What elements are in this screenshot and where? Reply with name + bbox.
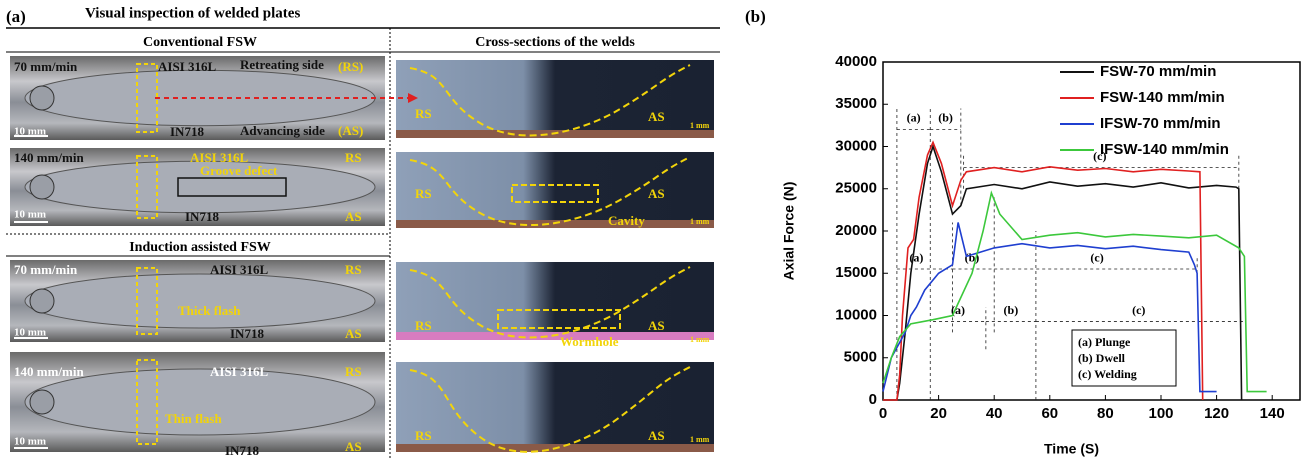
x-tick-label: 0: [879, 405, 887, 422]
photo-label: AS: [345, 209, 362, 224]
photo-label: Groove defect: [200, 163, 278, 178]
y-tick-label: 15000: [835, 264, 877, 281]
section-title: Conventional FSW: [143, 35, 257, 50]
phase-label: (a): [907, 110, 921, 124]
key-label: (c) Welding: [1078, 367, 1137, 381]
legend-label: FSW-140 mm/min: [1100, 89, 1225, 106]
keyhole: [30, 289, 54, 313]
section-label: 1 mm: [690, 435, 710, 444]
photo-label: AISI 316L: [210, 262, 268, 277]
section-title: Induction assisted FSW: [129, 240, 271, 255]
panel-label: (a): [6, 7, 26, 26]
legend-label: IFSW-140 mm/min: [1100, 141, 1229, 158]
photo-label: Retreating side: [240, 57, 324, 72]
panel-b: (b) 0 5000 10000 15000 20000 25000 30000 35000 40…: [745, 7, 1300, 457]
weld-seam: [25, 274, 375, 328]
figure: (a) Visual inspection of welded plates C…: [0, 0, 1313, 459]
y-tick-label: 30000: [835, 137, 877, 154]
panel-a: (a) Visual inspection of welded plates C…: [6, 5, 720, 458]
y-tick-label: 20000: [835, 222, 877, 239]
y-tick-label: 10000: [835, 306, 877, 323]
cross-section: [396, 152, 714, 228]
phase-label: (c): [1090, 251, 1103, 265]
y-axis-label: Axial Force (N): [781, 182, 797, 281]
x-tick-label: 20: [930, 405, 947, 422]
section-label: RS: [415, 428, 432, 443]
photo-label: RS: [345, 364, 362, 379]
photo-label: AISI 316L: [210, 364, 268, 379]
photo-label: AS: [345, 439, 362, 454]
section-label: RS: [415, 106, 432, 121]
photo-label: 140 mm/min: [14, 364, 84, 379]
keyhole: [30, 390, 54, 414]
legend-label: FSW-70 mm/min: [1100, 63, 1216, 80]
photo-label: IN718: [170, 124, 204, 139]
section-label: Cavity: [608, 213, 645, 228]
section-label: AS: [648, 109, 665, 124]
y-tick-label: 25000: [835, 180, 877, 197]
legend-label: IFSW-70 mm/min: [1100, 115, 1221, 132]
cross-section: [396, 60, 714, 138]
keyhole: [30, 175, 54, 199]
section-label: AS: [648, 318, 665, 333]
photo-label: RS: [345, 150, 362, 165]
section-label: 1 mm: [690, 335, 710, 344]
photo-label: 10 mm: [14, 436, 46, 448]
keyhole: [30, 86, 54, 110]
x-tick-label: 80: [1097, 405, 1114, 422]
photo-label: 70 mm/min: [14, 262, 78, 277]
cross-section: [396, 262, 714, 340]
phase-label: (c): [1132, 303, 1145, 317]
photo-label: (RS): [338, 59, 363, 74]
photo-label: AISI 316L: [158, 59, 216, 74]
y-tick-label: 40000: [835, 53, 877, 70]
phase-label: (b): [1004, 303, 1019, 317]
photo-label: (AS): [338, 123, 363, 138]
key-label: (a) Plunge: [1078, 335, 1131, 349]
x-tick-label: 40: [986, 405, 1003, 422]
photo-label: Advancing side: [240, 123, 325, 138]
photo-label: Thick flash: [178, 303, 241, 318]
photo-label: 70 mm/min: [14, 59, 78, 74]
x-tick-label: 140: [1260, 405, 1285, 422]
x-axis-label: Time (S): [1044, 441, 1099, 457]
photo-label: Thin flash: [165, 411, 222, 426]
photo-label: 10 mm: [14, 126, 46, 138]
photo-label: 10 mm: [14, 327, 46, 339]
cross-section: [396, 362, 714, 452]
series-line: [883, 147, 1242, 401]
photo-label: 10 mm: [14, 209, 46, 221]
section-label: AS: [648, 428, 665, 443]
x-tick-label: 120: [1204, 405, 1229, 422]
key-label: (b) Dwell: [1078, 351, 1126, 365]
photo-label: 140 mm/min: [14, 150, 84, 165]
y-tick-label: 0: [869, 391, 877, 408]
photo-label: IN718: [230, 326, 264, 341]
section-label: 1 mm: [690, 217, 710, 226]
section-title: Cross-sections of the welds: [475, 35, 635, 50]
photo-label: RS: [345, 262, 362, 277]
panel-label: (b): [745, 7, 766, 26]
section-label: 1 mm: [690, 121, 710, 130]
section-label: RS: [415, 318, 432, 333]
phase-label: (b): [938, 110, 953, 124]
x-tick-label: 60: [1041, 405, 1058, 422]
photo-label: IN718: [225, 443, 259, 458]
panel-title: Visual inspection of welded plates: [85, 5, 300, 21]
y-tick-label: 35000: [835, 95, 877, 112]
y-tick-label: 5000: [844, 349, 877, 366]
section-label: RS: [415, 186, 432, 201]
photo-label: AS: [345, 326, 362, 341]
section-label: Wormhole: [560, 334, 619, 349]
photo-label: IN718: [185, 209, 219, 224]
section-label: AS: [648, 186, 665, 201]
x-tick-label: 100: [1148, 405, 1173, 422]
phase-label: (a): [909, 251, 923, 265]
